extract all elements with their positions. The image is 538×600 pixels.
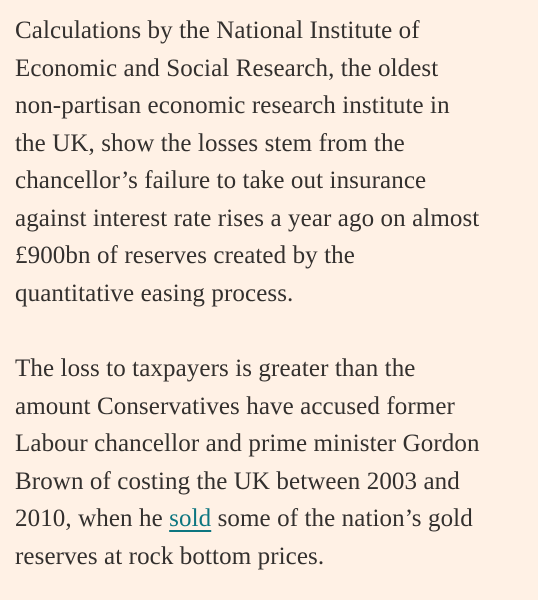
- text-line: reserves at rock bottom prices.: [15, 542, 325, 570]
- text-line: quantitative easing process.: [15, 279, 294, 307]
- text-line: against interest rate rises a year ago o…: [15, 204, 480, 232]
- text-fragment: 2010, when he: [15, 505, 170, 532]
- text-line: Labour chancellor and prime minister Gor…: [15, 430, 480, 457]
- text-line: Calculations by the National Institute o…: [15, 17, 420, 44]
- text-line: chancellor’s failure to take out insuran…: [15, 167, 427, 194]
- paragraph-nier-calculations: Calculations by the National Institute o…: [15, 12, 524, 312]
- text-line: Economic and Social Research, the oldest: [15, 54, 439, 82]
- text-line: The loss to taxpayers is greater than th…: [15, 355, 416, 382]
- text-fragment: some of the nation’s gold: [211, 505, 473, 532]
- sold-link[interactable]: sold: [169, 505, 212, 532]
- paragraph-gordon-brown-gold: The loss to taxpayers is greater than th…: [15, 350, 524, 575]
- text-line-with-link: 2010, when he sold some of the nation’s …: [15, 500, 524, 538]
- text-line: Brown of costing the UK between 2003 and: [15, 467, 460, 495]
- text-line: amount Conservatives have accused former: [15, 392, 455, 420]
- text-line: non-partisan economic research institute…: [15, 92, 450, 119]
- text-line: the UK, show the losses stem from the: [15, 129, 405, 157]
- text-line: £900bn of reserves created by the: [15, 242, 355, 269]
